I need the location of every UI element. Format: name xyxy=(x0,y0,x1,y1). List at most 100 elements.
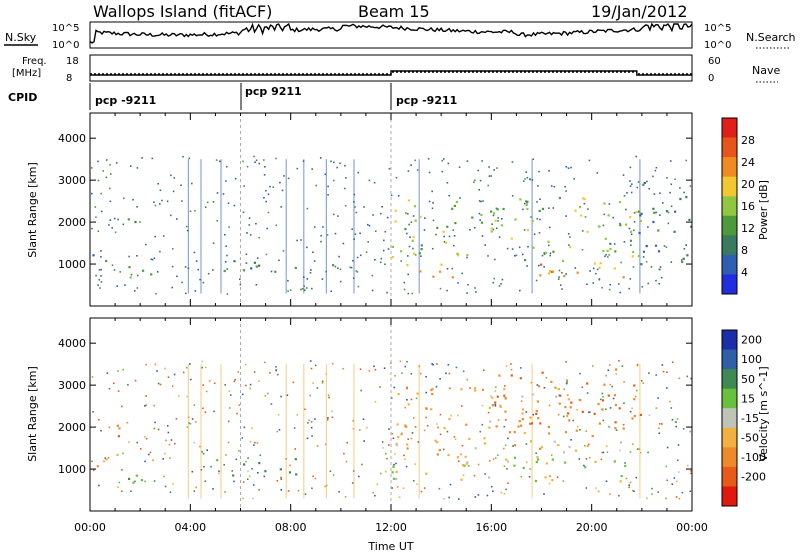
velocity-scatter-point xyxy=(690,377,692,380)
velocity-feature-6-cell xyxy=(575,429,578,432)
power-scatter-point xyxy=(98,278,101,281)
power-scatter-point xyxy=(225,245,227,247)
velocity-scatter-point xyxy=(678,471,680,473)
power-scatter-point xyxy=(632,266,635,268)
velocity-feature-6-cell xyxy=(564,406,567,409)
velocity-scatter-point xyxy=(247,470,249,472)
velocity-feature-5-cell xyxy=(465,423,468,426)
velocity-scatter-point xyxy=(618,360,620,362)
power-feature-6-cell xyxy=(436,226,439,229)
power-colorbar-tick-3: 16 xyxy=(741,200,755,213)
power-feature-6-cell xyxy=(526,229,529,232)
velocity-feature-4-cell xyxy=(507,460,510,463)
power-feature-7-cell xyxy=(688,218,691,221)
velocity-feature-6-cell xyxy=(615,368,618,371)
velocity-scatter-point xyxy=(535,452,537,454)
velocity-feature-6-cell xyxy=(618,407,621,410)
velocity-scatter-point xyxy=(391,433,394,435)
noise-sky-label: N.Sky xyxy=(5,31,37,44)
power-scatter-point xyxy=(406,232,408,235)
power-scatter-point xyxy=(466,160,469,162)
power-scatter-point xyxy=(300,239,302,241)
velocity-scatter-point xyxy=(417,441,420,443)
power-feature-7-cell xyxy=(639,214,642,217)
velocity-scatter-point xyxy=(666,479,668,482)
velocity-scatter-point xyxy=(108,387,111,390)
velocity-feature-4-cell xyxy=(594,460,597,463)
power-scatter-point xyxy=(266,227,268,230)
power-scatter-point xyxy=(176,275,178,278)
power-scatter-point xyxy=(543,253,546,255)
velocity-scatter-point xyxy=(497,454,499,456)
velocity-scatter-point xyxy=(145,395,147,397)
velocity-scatter-point xyxy=(530,381,533,384)
cpid-segment-2: pcp -9211 xyxy=(396,94,457,107)
power-scatter-point xyxy=(245,262,248,264)
power-scatter-point xyxy=(367,223,369,226)
velocity-feature-5-cell xyxy=(425,407,428,410)
power-scatter-point xyxy=(592,267,595,270)
velocity-scatter-point xyxy=(473,474,476,477)
power-scatter-point xyxy=(423,229,426,231)
velocity-scatter-point xyxy=(345,460,348,463)
velocity-scatter-point xyxy=(382,447,385,449)
velocity-scatter-point xyxy=(577,425,579,428)
velocity-scatter-point xyxy=(193,490,196,492)
power-scatter-point xyxy=(451,267,454,270)
power-scatter-point xyxy=(479,179,482,182)
velocity-scatter-point xyxy=(286,394,289,396)
velocity-scatter-point xyxy=(443,498,445,500)
power-scatter-point xyxy=(373,181,376,184)
velocity-scatter-point xyxy=(479,430,482,433)
power-feature-6-cell xyxy=(510,237,513,240)
power-feature-6-cell xyxy=(538,209,541,212)
power-scatter-point xyxy=(105,176,108,179)
power-scatter-point xyxy=(567,167,570,169)
power-scatter-point xyxy=(557,278,560,280)
power-feature-6-cell xyxy=(466,254,469,257)
velocity-feature-5-cell xyxy=(514,444,517,447)
power-feature-7-cell xyxy=(665,210,669,213)
velocity-feature-5-cell xyxy=(521,412,524,415)
power-scatter-point xyxy=(287,290,289,292)
power-scatter-point xyxy=(171,265,174,268)
velocity-feature-5-cell xyxy=(456,456,459,459)
velocity-scatter-point xyxy=(185,366,188,369)
power-streak-6 xyxy=(353,159,355,294)
velocity-scatter-point xyxy=(655,407,658,409)
velocity-feature-5-cell xyxy=(406,443,409,446)
power-scatter-point xyxy=(379,261,382,264)
power-scatter-point xyxy=(667,222,670,225)
power-feature-6-cell xyxy=(597,225,600,228)
velocity-feature-3-cell xyxy=(243,463,246,466)
power-scatter-point xyxy=(428,200,431,203)
velocity-scatter-point xyxy=(93,469,95,471)
velocity-scatter-point xyxy=(233,380,236,383)
power-scatter-point xyxy=(97,179,100,182)
velocity-scatter-point xyxy=(607,425,610,428)
power-scatter-point xyxy=(265,189,267,192)
velocity-scatter-point xyxy=(199,445,201,448)
velocity-scatter-point xyxy=(174,442,176,445)
power-scatter-point xyxy=(565,215,567,217)
power-scatter-point xyxy=(431,207,434,210)
power-scatter-point xyxy=(617,283,620,285)
power-scatter-point xyxy=(256,257,259,259)
velocity-feature-5-cell xyxy=(508,431,512,434)
power-scatter-point xyxy=(95,274,97,277)
power-scatter-point xyxy=(321,278,324,280)
velocity-scatter-point xyxy=(532,413,535,416)
power-scatter-point xyxy=(561,288,563,290)
power-scatter-point xyxy=(359,232,361,235)
power-feature-6-cell xyxy=(526,207,529,211)
power-scatter-point xyxy=(267,211,270,214)
velocity-scatter-point xyxy=(203,466,205,468)
velocity-scatter-point xyxy=(671,419,674,421)
power-streak-7 xyxy=(418,159,420,294)
power-streak-3 xyxy=(285,159,287,294)
power-scatter-point xyxy=(626,192,628,194)
velocity-scatter-point xyxy=(383,367,386,369)
velocity-scatter-point xyxy=(263,475,266,478)
velocity-scatter-point xyxy=(385,452,387,455)
power-scatter-point xyxy=(604,255,606,258)
